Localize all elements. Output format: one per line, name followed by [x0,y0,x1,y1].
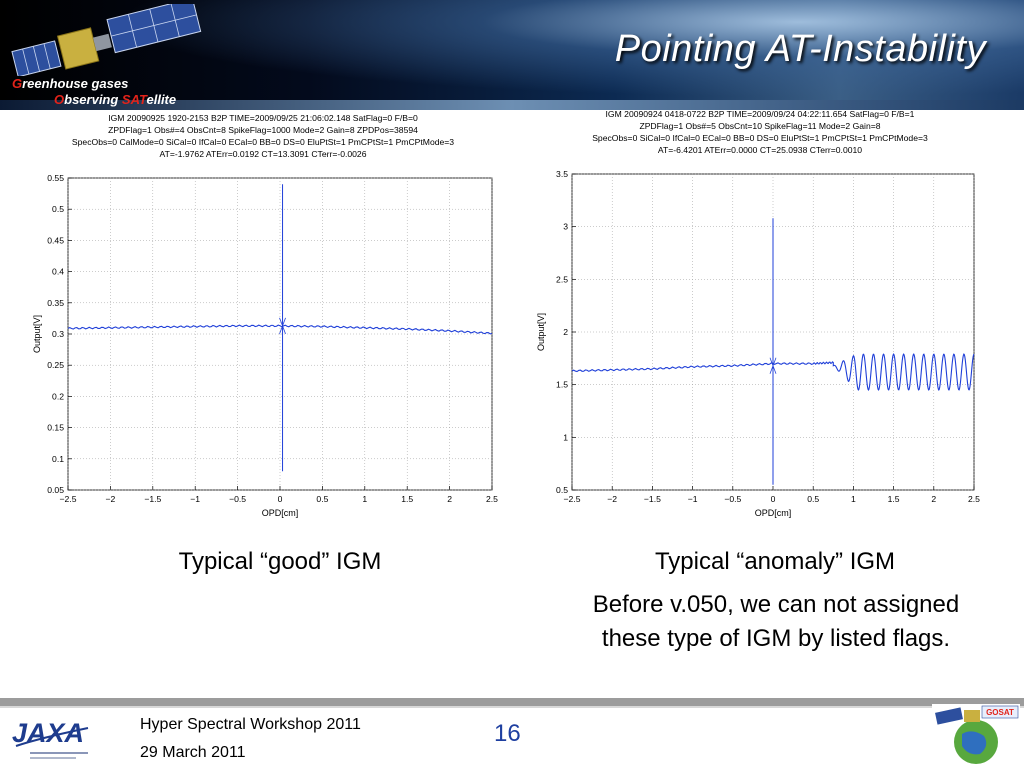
y-tick-label: 0.05 [47,485,64,495]
y-tick-label: 0.2 [52,391,64,401]
presentation-date: 29 March 2011 [140,744,246,761]
gosat-name: Greenhouse gases Observing SATellite [12,76,176,108]
x-tick-label: 1 [362,494,367,504]
info-line: IGM 20090925 1920-2153 B2P TIME=2009/09/… [108,113,418,123]
igm-series-line [67,324,493,335]
y-tick-label: 0.3 [52,329,64,339]
jaxa-logo: JAXA [12,718,89,759]
info-line: ZPDFlag=1 Obs#=5 ObsCnt=10 SpikeFlag=11 … [639,121,880,131]
gosat-sat: SAT [121,92,147,107]
x-tick-label: 1.5 [401,494,413,504]
slide-header: Greenhouse gases Observing SATellite Poi… [0,0,1024,110]
x-tick-label: 2 [931,494,936,504]
x-tick-label: −2 [607,494,617,504]
x-tick-label: −0.5 [724,494,741,504]
x-axis-label: OPD[cm] [262,508,299,518]
anomaly-note: Before v.050, we can not assigned these … [592,591,960,652]
gosat-line2-mid: bserving [64,92,122,107]
x-tick-label: 1 [851,494,856,504]
y-axis-label: Output[V] [536,313,546,351]
y-tick-label: 1.5 [556,380,568,390]
y-tick-label: 3.5 [556,169,568,179]
x-axis-label: OPD[cm] [755,508,792,518]
y-tick-label: 0.15 [47,423,64,433]
zpd-burst [769,357,777,374]
y-tick-label: 0.5 [52,204,64,214]
gosat-line2-rest: ellite [146,92,177,107]
y-tick-label: 3 [563,222,568,232]
info-line: ZPDFlag=1 Obs#=4 ObsCnt=8 SpikeFlag=1000… [108,125,418,135]
y-tick-label: 0.1 [52,454,64,464]
x-tick-label: −2.5 [60,494,77,504]
igm-series-line [571,353,975,391]
x-tick-label: 0.5 [316,494,328,504]
x-tick-label: −2.5 [564,494,581,504]
zpd-burst [279,317,286,335]
gosat-line1: reenhouse gases [22,76,129,91]
page-number: 16 [494,720,521,747]
x-tick-label: −1 [688,494,698,504]
y-tick-label: 0.45 [47,235,64,245]
x-tick-label: −2 [105,494,115,504]
x-tick-label: −1.5 [144,494,161,504]
anomaly-igm-caption: Typical “anomaly” IGM [654,548,896,575]
anomaly-igm-chart: IGM 20090924 0418-0722 B2P TIME=2009/09/… [536,110,980,518]
footer-divider-light [0,706,1024,708]
y-tick-label: 0.35 [47,298,64,308]
x-tick-label: 0 [278,494,283,504]
y-tick-label: 0.55 [47,173,64,183]
workshop-name: Hyper Spectral Workshop 2011 [140,716,361,733]
info-line: AT=-6.4201 ATErr=0.0000 CT=25.0938 CTerr… [658,145,862,155]
x-tick-label: 2.5 [968,494,980,504]
x-tick-label: 0.5 [807,494,819,504]
info-line: SpecObs=0 SiCal=0 IfCal=0 ECal=0 BB=0 DS… [592,133,928,143]
y-tick-label: 1 [563,432,568,442]
x-tick-label: 0 [771,494,776,504]
y-tick-label: 0.5 [556,485,568,495]
info-line: SpecObs=0 CalMode=0 SiCal=0 IfCal=0 ECal… [72,137,454,147]
x-tick-label: 1.5 [888,494,900,504]
x-tick-label: 2 [447,494,452,504]
y-tick-label: 2 [563,327,568,337]
y-axis-label: Output[V] [32,315,42,353]
info-line: AT=-1.9762 ATErr=0.0192 CT=13.3091 CTerr… [159,149,366,159]
x-tick-label: −1.5 [644,494,661,504]
x-tick-label: −0.5 [229,494,246,504]
x-tick-label: −1 [190,494,200,504]
good-igm-caption: Typical “good” IGM [178,548,382,575]
x-tick-label: 2.5 [486,494,498,504]
good-igm-chart: IGM 20090925 1920-2153 B2P TIME=2009/09/… [32,113,498,518]
y-tick-label: 2.5 [556,274,568,284]
footer-divider [0,698,1024,706]
y-tick-label: 0.4 [52,267,64,277]
slide-title: Pointing AT-Instability [614,28,986,70]
satellite-icon [11,4,202,76]
header-band [0,100,1024,110]
gosat-initial-o: O [54,92,65,107]
anomaly-igm-plot: IGM 20090924 0418-0722 B2P TIME=2009/09/… [530,110,990,524]
gosat-initial-g: G [12,76,23,91]
y-tick-label: 0.25 [47,360,64,370]
gosat-badge-icon: GOSAT [932,704,1020,766]
gosat-badge-text: GOSAT [986,708,1014,717]
good-igm-plot: IGM 20090925 1920-2153 B2P TIME=2009/09/… [18,112,508,524]
info-line: IGM 20090924 0418-0722 B2P TIME=2009/09/… [606,110,915,119]
